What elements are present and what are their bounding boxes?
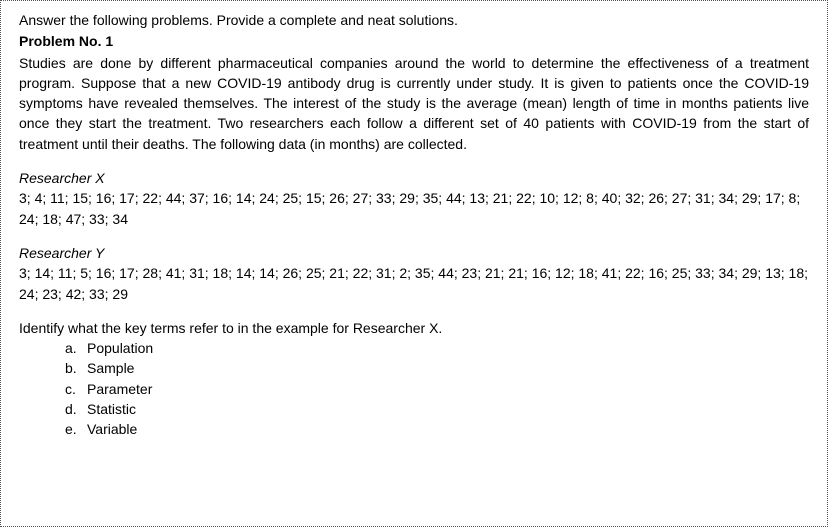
problem-body-text: Studies are done by different pharmaceut…	[19, 53, 809, 154]
list-item: c. Parameter	[65, 379, 809, 399]
problem-number-title: Problem No. 1	[19, 31, 809, 51]
researcher-y-label: Researcher Y	[19, 243, 809, 263]
identify-instruction: Identify what the key terms refer to in …	[19, 318, 809, 338]
list-item-text: Parameter	[87, 381, 152, 397]
list-item: d. Statistic	[65, 399, 809, 419]
list-marker: a.	[65, 338, 83, 358]
list-item-text: Sample	[87, 360, 134, 376]
list-item-text: Population	[87, 340, 153, 356]
list-item-text: Variable	[87, 421, 137, 437]
instructions-text: Answer the following problems. Provide a…	[19, 10, 809, 30]
researcher-x-data: 3; 4; 11; 15; 16; 17; 22; 44; 37; 16; 14…	[19, 188, 809, 229]
list-marker: e.	[65, 419, 83, 439]
list-marker: b.	[65, 358, 83, 378]
list-marker: d.	[65, 399, 83, 419]
list-item: a. Population	[65, 338, 809, 358]
list-item: e. Variable	[65, 419, 809, 439]
list-item: b. Sample	[65, 358, 809, 378]
page-container: Answer the following problems. Provide a…	[0, 0, 828, 527]
researcher-x-label: Researcher X	[19, 168, 809, 188]
key-terms-list: a. Population b. Sample c. Parameter d. …	[19, 338, 809, 439]
list-marker: c.	[65, 379, 83, 399]
list-item-text: Statistic	[87, 401, 136, 417]
researcher-y-data: 3; 14; 11; 5; 16; 17; 28; 41; 31; 18; 14…	[19, 263, 809, 304]
